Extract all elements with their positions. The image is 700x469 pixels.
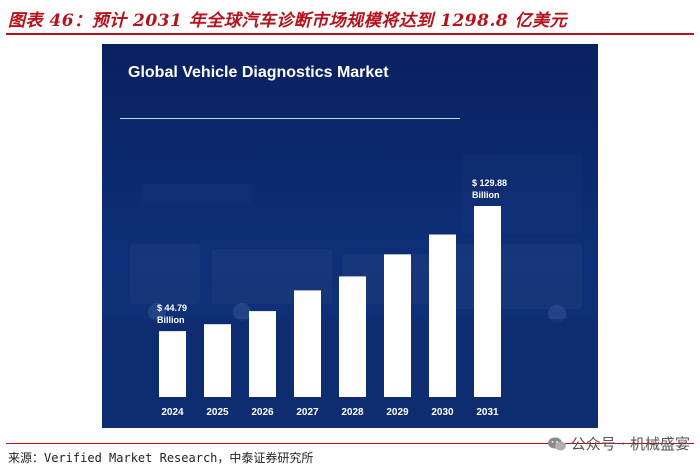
chart-card: Global Vehicle Diagnostics Market 2024 20… [102, 44, 598, 428]
data-label-value-2031: $ 129.88 [472, 178, 507, 188]
watermark-text: 公众号 · 机械盛宴 [570, 435, 690, 453]
bar-2026 [249, 311, 276, 397]
x-tick-label-2027: 2027 [296, 407, 319, 418]
x-tick-label-2025: 2025 [206, 407, 229, 418]
title-rule [6, 33, 694, 35]
x-tick-label-2028: 2028 [341, 407, 364, 418]
figure-title: 图表 46：预计 2031 年全球汽车诊断市场规模将达到 1298.8 亿美元 [8, 11, 568, 31]
x-tick-label-2029: 2029 [386, 407, 409, 418]
data-label-unit-2024: Billion [157, 315, 185, 325]
chart-title: Global Vehicle Diagnostics Market [128, 64, 389, 81]
bar-chart: 2024 2025 2026 2027 2028 2029 2030 2031 $ 44.79 B… [157, 178, 507, 418]
bar-2028 [339, 276, 366, 397]
data-label-value-2024: $ 44.79 [157, 303, 187, 313]
x-tick-label-2031: 2031 [476, 407, 499, 418]
wechat-icon [547, 436, 567, 452]
bar-2024 [159, 331, 186, 397]
x-tick-label-2026: 2026 [251, 407, 274, 418]
watermark: 公众号 · 机械盛宴 [547, 433, 690, 454]
bar-2029 [384, 254, 411, 397]
x-tick-label-2024: 2024 [161, 407, 184, 418]
source-note: 来源：Verified Market Research，中泰证券研究所 [8, 451, 314, 465]
bar-2025 [204, 324, 231, 397]
bar-2031 [474, 206, 501, 397]
title-underline [120, 118, 460, 119]
bar-2027 [294, 290, 321, 397]
bar-2030 [429, 234, 456, 397]
footer-rule [6, 443, 694, 444]
x-tick-label-2030: 2030 [431, 407, 454, 418]
data-label-unit-2031: Billion [472, 190, 500, 200]
